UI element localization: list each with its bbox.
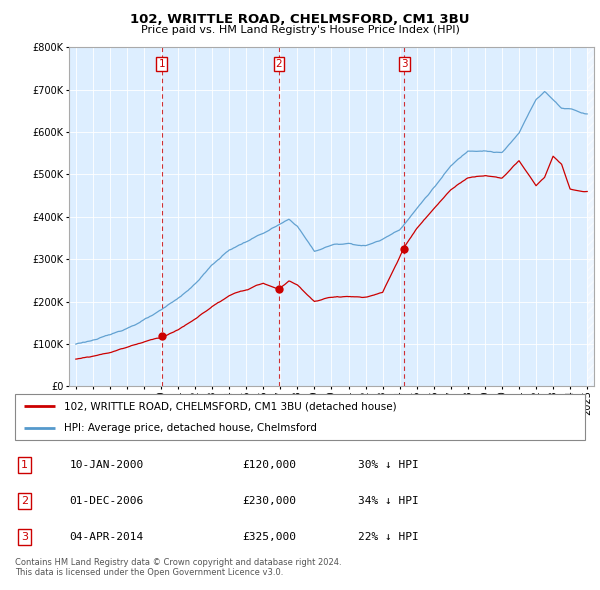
FancyBboxPatch shape [15,394,585,441]
Text: £325,000: £325,000 [242,532,296,542]
Text: £230,000: £230,000 [242,496,296,506]
Text: 1: 1 [21,460,28,470]
Text: 102, WRITTLE ROAD, CHELMSFORD, CM1 3BU (detached house): 102, WRITTLE ROAD, CHELMSFORD, CM1 3BU (… [64,401,397,411]
Text: 30% ↓ HPI: 30% ↓ HPI [358,460,418,470]
Text: £120,000: £120,000 [242,460,296,470]
Text: 1: 1 [158,59,165,69]
Text: Contains HM Land Registry data © Crown copyright and database right 2024.
This d: Contains HM Land Registry data © Crown c… [15,558,341,577]
Text: 2: 2 [21,496,28,506]
Text: 3: 3 [401,59,407,69]
Text: 10-JAN-2000: 10-JAN-2000 [70,460,144,470]
Text: 34% ↓ HPI: 34% ↓ HPI [358,496,418,506]
Text: 2: 2 [275,59,283,69]
Text: HPI: Average price, detached house, Chelmsford: HPI: Average price, detached house, Chel… [64,424,317,434]
Text: 04-APR-2014: 04-APR-2014 [70,532,144,542]
Text: 3: 3 [21,532,28,542]
Text: 102, WRITTLE ROAD, CHELMSFORD, CM1 3BU: 102, WRITTLE ROAD, CHELMSFORD, CM1 3BU [130,13,470,26]
Text: 01-DEC-2006: 01-DEC-2006 [70,496,144,506]
Text: 22% ↓ HPI: 22% ↓ HPI [358,532,418,542]
Text: Price paid vs. HM Land Registry's House Price Index (HPI): Price paid vs. HM Land Registry's House … [140,25,460,35]
